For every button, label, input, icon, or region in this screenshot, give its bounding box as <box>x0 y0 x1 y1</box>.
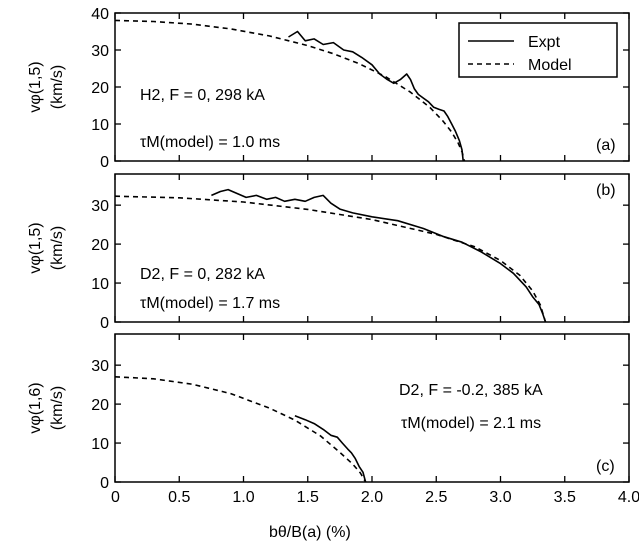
x-tick-label: 1.5 <box>297 489 319 506</box>
panel-c-ylabel-2: (km/s) <box>49 386 66 430</box>
panel-c-series-model <box>114 376 367 483</box>
panel-c-y-tick-label: 30 <box>91 358 109 375</box>
panel-c-y-tick-label: 10 <box>91 436 109 453</box>
panel-a-ylabel-1: vφ(1,5) <box>27 61 44 112</box>
panel-a-y-tick-label: 30 <box>91 43 109 60</box>
legend: Expt Model <box>458 22 618 78</box>
panel-a-y-tick-label: 40 <box>91 6 109 23</box>
panel-b-series-model <box>114 195 547 323</box>
panel-a-annotation-1: H2, F = 0, 298 kA <box>140 87 265 104</box>
panel-a: 0 10 20 30 40 H2, F = 0, 298 kA τM(model) = … <box>27 6 630 171</box>
x-tick-label: 3.0 <box>489 489 511 506</box>
panel-b-ylabel-2: (km/s) <box>49 226 66 270</box>
panel-b: 0 10 20 30 D2, F = 0, 282 kA τM(model) = 1.… <box>27 173 630 332</box>
panel-c-y-tick-label: 0 <box>100 475 109 492</box>
panel-c-series-expt <box>294 415 367 483</box>
x-tick-label: 2.5 <box>425 489 447 506</box>
panel-b-annotation-2: τM(model) = 1.7 ms <box>140 295 280 312</box>
legend-expt-label: Expt <box>528 34 561 51</box>
panel-a-series-expt <box>288 30 464 162</box>
panel-c-annotation-1: D2, F = -0.2, 385 kA <box>399 382 543 399</box>
panel-b-series <box>114 188 547 323</box>
x-tick-label: 0 <box>111 489 120 506</box>
x-tick-label: 0.5 <box>168 489 190 506</box>
panel-c-frame <box>114 333 630 483</box>
panel-c-y-tick-label: 20 <box>91 397 109 414</box>
panel-b-annotation-1: D2, F = 0, 282 kA <box>140 266 265 283</box>
x-tick-label: 1.0 <box>232 489 254 506</box>
panel-b-ticks: 0 10 20 30 <box>91 174 630 332</box>
panel-a-ylabel-2: (km/s) <box>49 65 66 109</box>
panel-a-tag: (a) <box>596 137 616 154</box>
panel-b-tag: (b) <box>596 182 616 199</box>
panel-a-y-tick-label: 10 <box>91 117 109 134</box>
legend-model-label: Model <box>528 57 572 74</box>
panel-a-ticks: 0 10 20 30 40 <box>91 6 630 171</box>
panel-b-y-tick-label: 20 <box>91 237 109 254</box>
x-tick-label: 3.5 <box>554 489 576 506</box>
panel-b-y-tick-label: 30 <box>91 198 109 215</box>
x-tick-labels: 0 0.5 1.0 1.5 2.0 2.5 3.0 3.5 4.0 <box>111 489 639 506</box>
panel-a-annotation-2: τM(model) = 1.0 ms <box>140 134 280 151</box>
panel-b-y-tick-label: 0 <box>100 315 109 332</box>
panel-a-y-tick-label: 20 <box>91 80 109 97</box>
panel-a-series-model <box>114 19 466 162</box>
panel-c: 0 10 20 30 D2, F = -0.2, 385 kA τM(model) =… <box>27 333 630 492</box>
panel-b-y-tick-label: 10 <box>91 276 109 293</box>
x-axis-label: bθ/B(a) (%) <box>269 524 351 541</box>
panel-b-series-expt <box>211 188 547 323</box>
panel-a-y-tick-label: 0 <box>100 154 109 171</box>
panel-c-ylabel-1: vφ(1,6) <box>27 382 44 433</box>
panel-b-ylabel-1: vφ(1,5) <box>27 222 44 273</box>
panel-c-ticks: 0 10 20 30 <box>91 334 630 492</box>
panel-c-annotation-2: τM(model) = 2.1 ms <box>401 415 541 432</box>
panel-a-series <box>114 19 466 162</box>
x-tick-label: 2.0 <box>361 489 383 506</box>
panel-c-series <box>114 376 367 483</box>
legend-box <box>458 22 618 78</box>
x-tick-label: 4.0 <box>618 489 639 506</box>
panel-c-tag: (c) <box>596 458 615 475</box>
